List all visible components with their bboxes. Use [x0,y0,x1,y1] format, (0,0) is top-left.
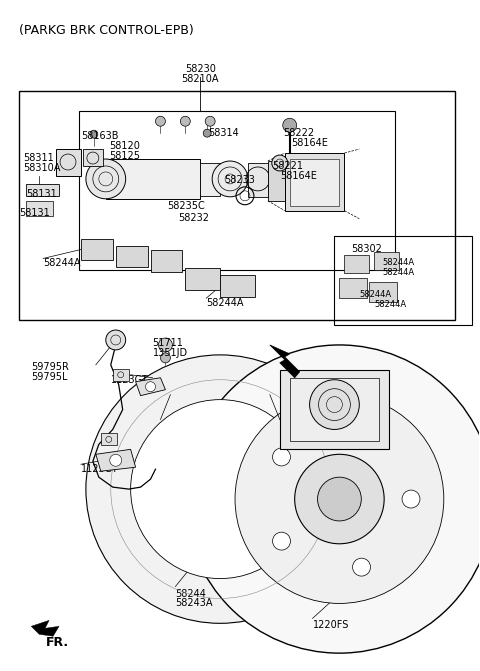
Text: 58235C: 58235C [168,201,205,211]
Text: 58120: 58120 [109,141,140,151]
Polygon shape [101,433,117,446]
Text: 58244A: 58244A [43,258,81,268]
Text: (PARKG BRK CONTROL-EPB): (PARKG BRK CONTROL-EPB) [19,23,194,37]
Circle shape [353,558,371,576]
Circle shape [318,477,361,521]
Text: FR.: FR. [46,636,69,650]
Bar [335,236,472,325]
Text: 59795L: 59795L [31,372,68,382]
Polygon shape [270,345,300,378]
Text: 51711: 51711 [153,338,183,348]
Text: 58233: 58233 [224,175,255,185]
Circle shape [160,353,170,363]
Text: 1351JD: 1351JD [153,348,188,358]
Polygon shape [96,450,136,471]
Polygon shape [285,153,344,211]
Circle shape [272,155,288,171]
Polygon shape [280,370,389,450]
Text: 59795R: 59795R [31,362,69,372]
Circle shape [273,532,290,550]
Text: 58244A: 58244A [382,268,414,277]
Polygon shape [116,246,147,268]
Circle shape [180,116,190,126]
Polygon shape [200,163,220,196]
Polygon shape [136,378,166,396]
Text: 58230: 58230 [185,64,216,74]
Polygon shape [26,201,53,215]
Circle shape [295,454,384,544]
Polygon shape [290,159,339,206]
Text: 58243A: 58243A [175,599,213,609]
Polygon shape [113,369,129,380]
Text: 58310A: 58310A [23,163,60,173]
Bar [19,91,455,320]
Circle shape [353,422,371,440]
Polygon shape [106,159,200,199]
Polygon shape [151,250,182,272]
Polygon shape [290,378,379,442]
Polygon shape [81,239,113,260]
Text: 58232: 58232 [179,213,209,223]
Text: 58131: 58131 [19,208,50,218]
Polygon shape [374,252,399,270]
Circle shape [235,395,444,603]
Text: 58221: 58221 [272,161,303,171]
Polygon shape [185,268,220,291]
Polygon shape [83,149,103,166]
Circle shape [145,382,156,392]
Text: 58125: 58125 [109,151,140,161]
Text: 58244A: 58244A [206,298,244,308]
Circle shape [212,161,248,197]
Polygon shape [339,278,367,298]
Text: 58222: 58222 [283,128,314,138]
Text: 1123GT: 1123GT [81,464,119,474]
Circle shape [402,490,420,508]
Polygon shape [31,621,59,636]
Circle shape [283,118,297,132]
Circle shape [185,345,480,653]
Text: 58311: 58311 [23,153,54,163]
Polygon shape [369,282,397,302]
Circle shape [106,330,126,350]
Circle shape [156,116,166,126]
Text: 58164E: 58164E [280,171,317,181]
Circle shape [310,380,360,429]
Text: 58163B: 58163B [81,132,119,141]
Circle shape [158,338,172,352]
Text: 58164E: 58164E [291,138,327,148]
Text: 58314: 58314 [208,128,239,138]
Text: 1123GT: 1123GT [111,375,148,384]
Polygon shape [220,275,255,297]
Polygon shape [56,149,81,176]
Text: 1220FS: 1220FS [312,621,349,630]
Text: 58411D: 58411D [344,431,383,442]
Text: 58244A: 58244A [360,291,391,299]
Polygon shape [26,184,59,196]
Polygon shape [344,256,369,273]
Circle shape [273,448,290,466]
Circle shape [205,116,215,126]
Circle shape [90,130,98,138]
Text: 58210A: 58210A [181,74,219,83]
Text: 58302: 58302 [351,244,382,254]
Text: 58244A: 58244A [382,258,414,268]
Circle shape [86,159,126,199]
Circle shape [131,400,310,578]
Circle shape [110,454,122,466]
Polygon shape [248,163,268,197]
Circle shape [203,130,211,137]
Circle shape [86,355,354,623]
Text: 58244: 58244 [175,588,206,599]
Bar [79,111,395,270]
Text: 58244A: 58244A [374,300,407,309]
Text: 58131: 58131 [26,189,57,199]
Polygon shape [268,161,285,201]
